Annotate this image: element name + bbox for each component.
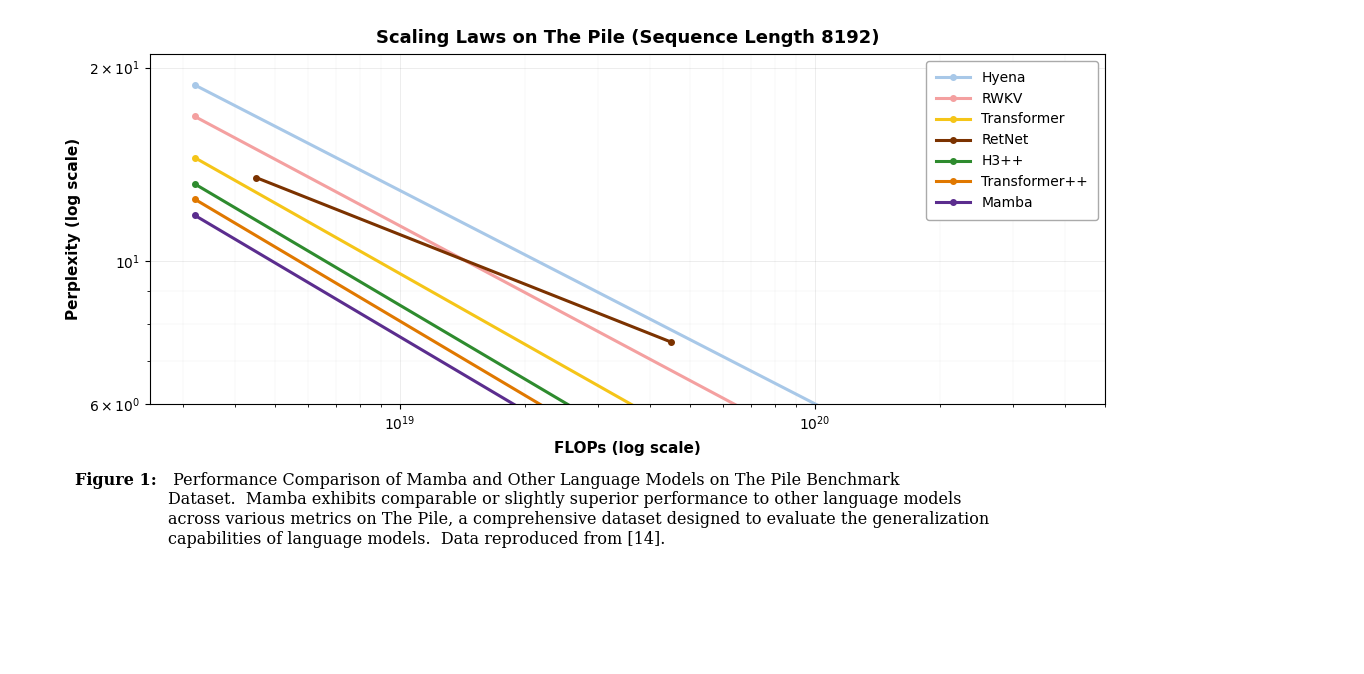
- Legend: Hyena, RWKV, Transformer, RetNet, H3++, Transformer++, Mamba: Hyena, RWKV, Transformer, RetNet, H3++, …: [926, 61, 1098, 220]
- Title: Scaling Laws on The Pile (Sequence Length 8192): Scaling Laws on The Pile (Sequence Lengt…: [375, 29, 880, 47]
- Line: Mamba: Mamba: [192, 212, 1068, 674]
- Line: H3++: H3++: [192, 181, 1068, 674]
- Line: Transformer: Transformer: [192, 155, 1068, 652]
- Line: Transformer++: Transformer++: [192, 196, 1068, 674]
- Transformer++: [187, 195, 203, 203]
- Text: Performance Comparison of Mamba and Other Language Models on The Pile Benchmark
: Performance Comparison of Mamba and Othe…: [168, 472, 989, 547]
- Mamba: [187, 211, 203, 219]
- RetNet: [248, 173, 265, 181]
- Text: Figure 1:: Figure 1:: [75, 472, 157, 489]
- Transformer: [187, 154, 203, 162]
- RetNet: [663, 338, 679, 346]
- X-axis label: FLOPs (log scale): FLOPs (log scale): [554, 441, 701, 456]
- Y-axis label: Perplexity (log scale): Perplexity (log scale): [65, 138, 80, 320]
- H3++: [187, 180, 203, 188]
- Line: RetNet: RetNet: [254, 175, 674, 344]
- Transformer: [1057, 645, 1073, 653]
